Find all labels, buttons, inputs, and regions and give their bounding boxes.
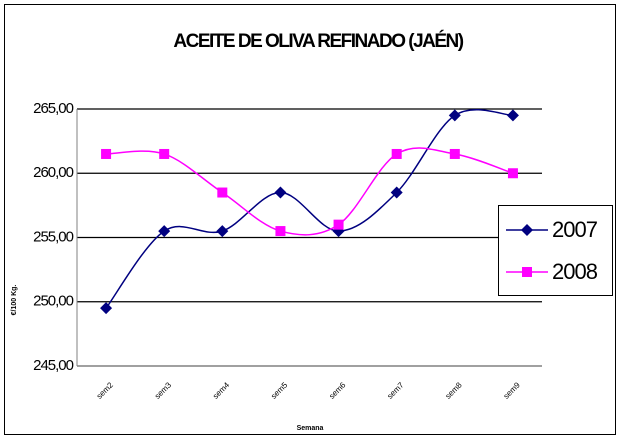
- legend-marker: [522, 267, 532, 277]
- marker: [507, 168, 518, 179]
- marker: [216, 225, 229, 238]
- series-line: [106, 147, 514, 236]
- marker: [159, 148, 170, 159]
- marker: [158, 225, 171, 238]
- y-tick-label: 245,00: [33, 357, 74, 374]
- marker: [101, 148, 112, 159]
- y-tick-label: 255,00: [33, 228, 74, 245]
- marker: [391, 148, 402, 159]
- marker: [275, 226, 286, 237]
- marker: [100, 302, 113, 315]
- marker: [274, 186, 287, 199]
- y-tick-label: 250,00: [33, 293, 74, 310]
- legend-marker: [521, 224, 533, 236]
- marker: [448, 109, 461, 122]
- chart-title: ACEITE DE OLIVA REFINADO (JAÉN): [173, 30, 463, 52]
- marker: [449, 148, 460, 159]
- legend-label: 2007: [552, 217, 598, 242]
- legend-box: [498, 205, 613, 296]
- y-axis-label: €/100 Kg.: [11, 285, 18, 316]
- y-tick-label: 265,00: [33, 100, 74, 117]
- marker: [217, 187, 228, 198]
- marker: [506, 109, 519, 122]
- marker: [333, 219, 344, 230]
- legend-label: 2008: [552, 259, 598, 284]
- marker: [390, 186, 403, 199]
- y-tick-label: 260,00: [33, 164, 74, 181]
- x-axis-label: Semana: [297, 425, 324, 432]
